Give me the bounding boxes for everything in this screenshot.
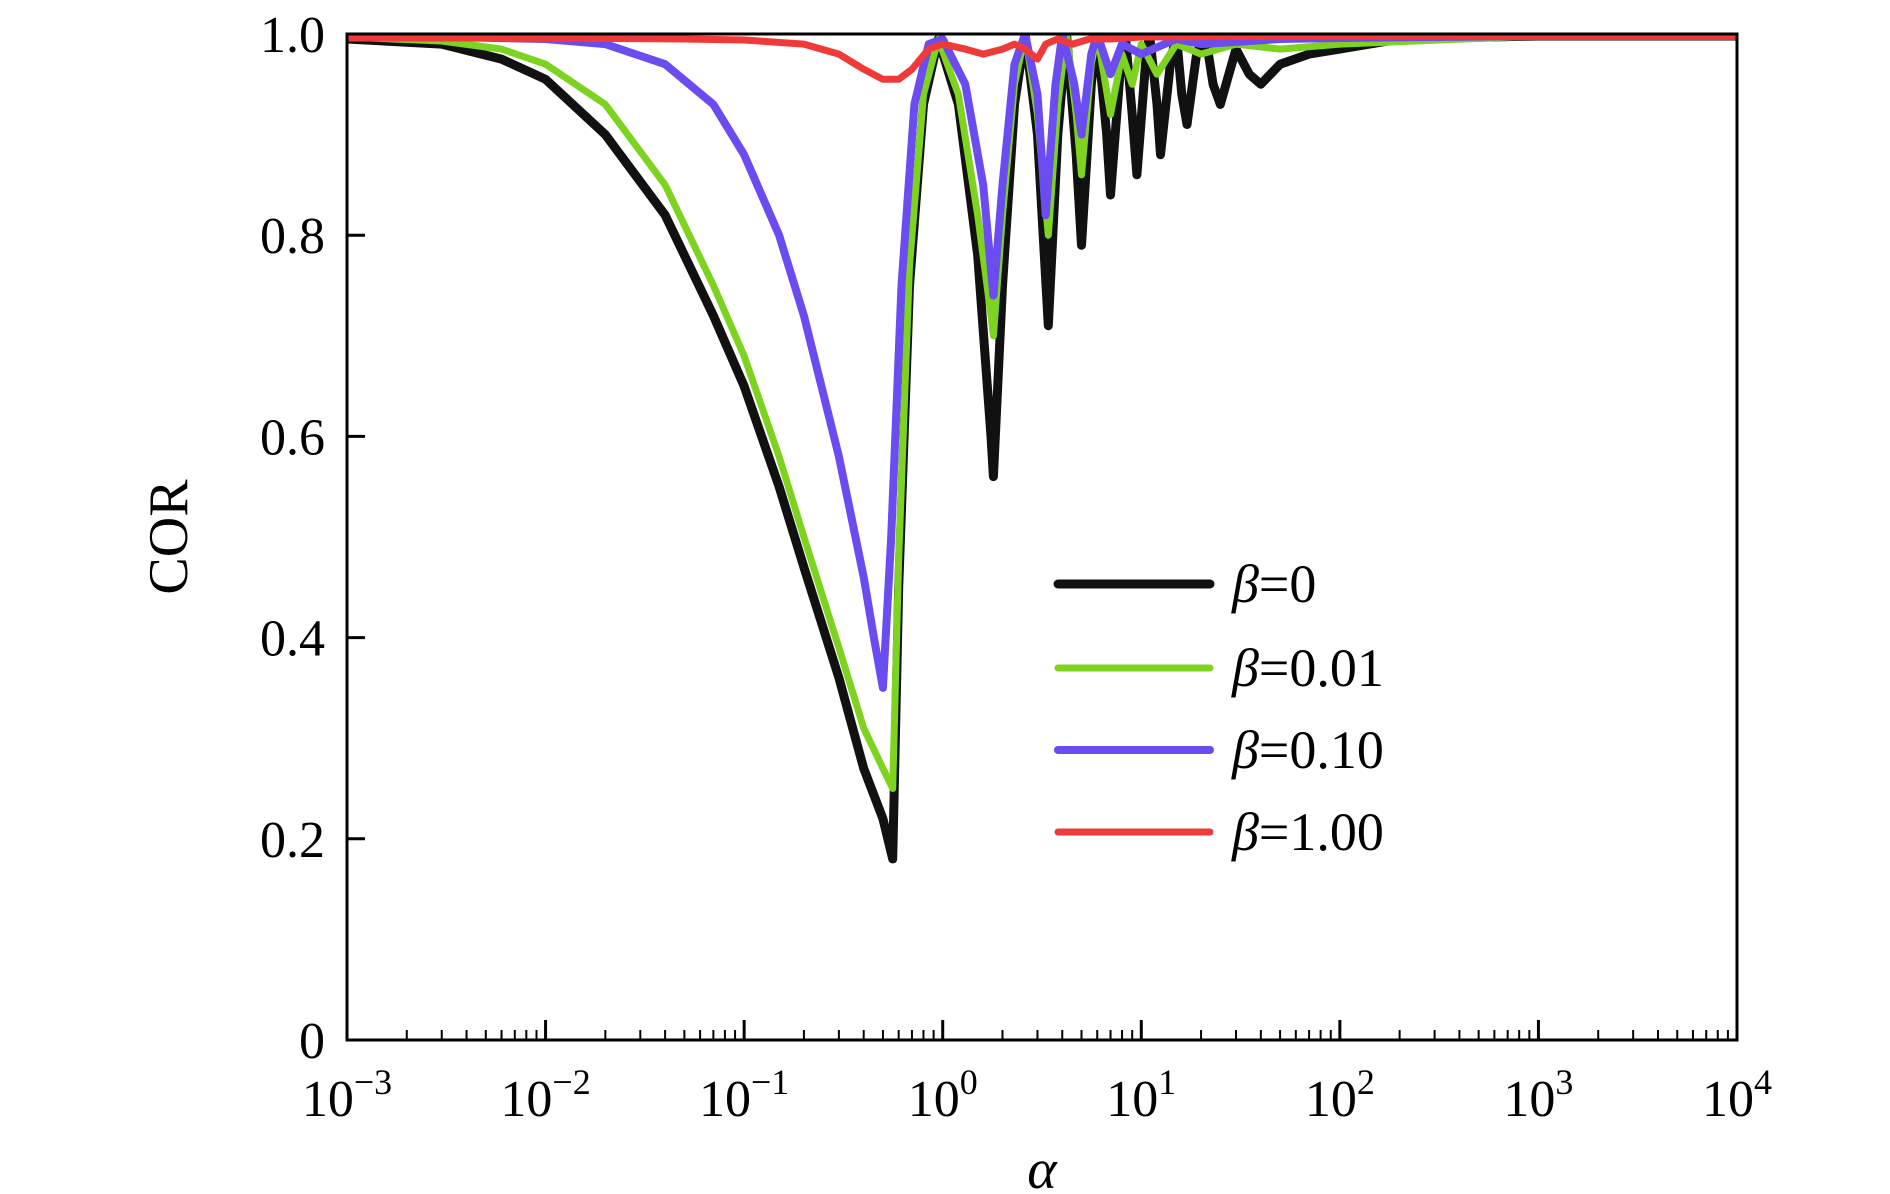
x-tick-label: 10−2: [500, 1062, 590, 1128]
y-tick-label: 0.6: [260, 409, 325, 466]
series-line-2: [347, 34, 1737, 692]
series-line-3: [347, 34, 1737, 83]
x-tick-label: 100: [908, 1062, 978, 1128]
legend: β=0 β=0.01 β=0.10 β=1.00: [1053, 554, 1384, 862]
x-tick-label: 10−3: [302, 1062, 392, 1128]
legend-label-2: β=0.10: [1231, 720, 1384, 780]
legend-label-0: β=0: [1231, 554, 1316, 614]
x-tick-label: 101: [1106, 1062, 1176, 1128]
plot-frame: [345, 32, 1739, 1042]
series-line-0: [347, 34, 1737, 864]
series-layer: [347, 34, 1737, 864]
y-axis-title: COR: [138, 479, 200, 595]
y-axis: 0 0.2 0.4 0.6 0.8 1.0: [260, 7, 365, 1070]
y-tick-label: 1.0: [260, 7, 325, 64]
legend-label-1: β=0.01: [1231, 638, 1384, 698]
legend-label-3: β=1.00: [1231, 802, 1384, 862]
x-tick-label: 10−1: [699, 1062, 789, 1128]
y-tick-label: 0.8: [260, 208, 325, 265]
x-axis: 10−3 10−2 10−1 100 101 102 103 104: [302, 1020, 1772, 1128]
x-tick-label: 104: [1702, 1062, 1772, 1128]
y-tick-label: 0: [299, 1013, 325, 1070]
y-tick-label: 0.4: [260, 611, 325, 668]
y-tick-label: 0.2: [260, 812, 325, 869]
x-axis-title: α: [1027, 1139, 1058, 1194]
x-tick-label: 102: [1305, 1062, 1375, 1128]
x-tick-label: 103: [1503, 1062, 1573, 1128]
